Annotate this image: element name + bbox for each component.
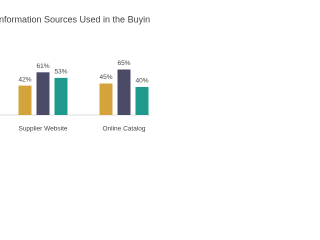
- data-label: 65%: [117, 60, 130, 67]
- bar: [117, 69, 131, 115]
- data-label: 53%: [54, 69, 67, 76]
- bar: [99, 83, 113, 115]
- bar: [18, 85, 32, 115]
- bar: [54, 77, 68, 115]
- data-label: 40%: [135, 78, 148, 85]
- data-label: 42%: [18, 76, 31, 83]
- x-tick-label: Online Catalog: [103, 126, 146, 133]
- data-label: 45%: [99, 74, 112, 81]
- x-tick-label: Supplier Website: [18, 126, 67, 133]
- data-label: 61%: [36, 63, 49, 70]
- chart-title: nformation Sources Used in the Buying C: [0, 14, 150, 24]
- chart: nformation Sources Used in the Buying C …: [0, 0, 150, 150]
- bar: [135, 87, 149, 115]
- bar: [36, 72, 50, 115]
